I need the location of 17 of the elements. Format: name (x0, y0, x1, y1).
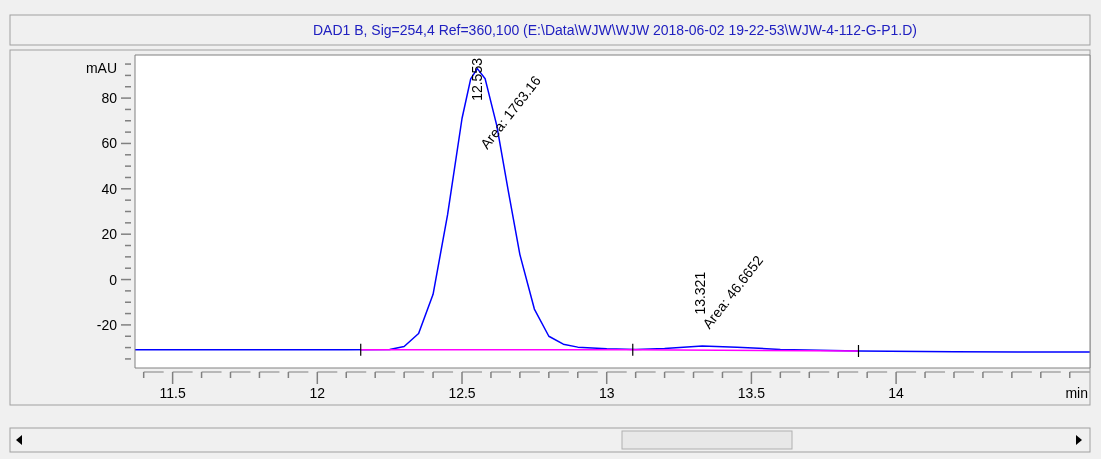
y-tick-label: 20 (101, 226, 118, 243)
x-tick-label: 13.5 (737, 385, 766, 401)
x-tick-label: 11.5 (159, 385, 186, 401)
y-tick-label: 40 (101, 180, 118, 197)
x-tick-label: 12.5 (448, 385, 476, 401)
x-tick-label: 14 (888, 385, 905, 401)
x-tick-label: 12 (309, 385, 326, 401)
annotation: 13.321 (691, 271, 708, 315)
x-tick-label: 13 (598, 385, 615, 401)
chart-title: DAD1 B, Sig=254,4 Ref=360,100 (E:\Data\WJW\WJW 2018-06-02 19-22-53\WJW-4-112-G-P1.D) (312, 22, 918, 38)
y-tick-label: -20 (96, 316, 118, 333)
y-axis-title: mAU (85, 60, 117, 76)
y-tick-label: 0 (109, 271, 118, 288)
x-axis-title: min (1065, 385, 1088, 401)
annotation: 12.553 (469, 57, 486, 101)
y-tick-label: 80 (101, 90, 118, 107)
y-tick-label: 60 (101, 135, 118, 152)
